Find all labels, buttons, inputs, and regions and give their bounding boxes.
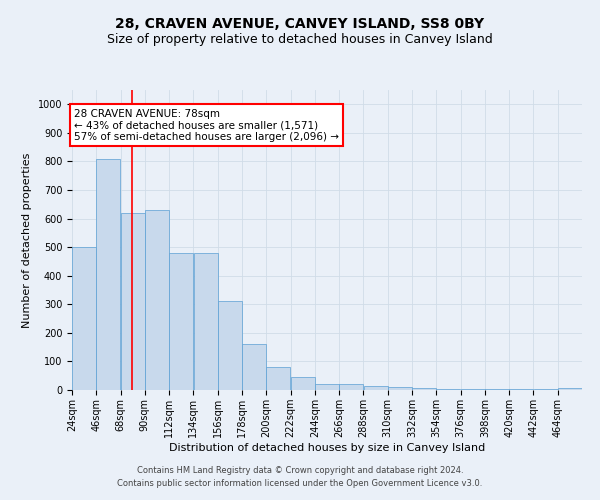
Bar [218,302,242,390]
Bar [412,388,436,390]
Bar [72,247,96,390]
Bar [533,388,557,390]
Text: 28, CRAVEN AVENUE, CANVEY ISLAND, SS8 0BY: 28, CRAVEN AVENUE, CANVEY ISLAND, SS8 0B… [115,18,485,32]
Bar [97,158,121,390]
Bar [388,387,412,390]
Text: Contains HM Land Registry data © Crown copyright and database right 2024.
Contai: Contains HM Land Registry data © Crown c… [118,466,482,487]
Bar [509,388,533,390]
Bar [315,384,339,390]
Bar [169,253,193,390]
Bar [339,384,364,390]
X-axis label: Distribution of detached houses by size in Canvey Island: Distribution of detached houses by size … [169,442,485,452]
Bar [485,388,509,390]
Bar [194,253,218,390]
Text: Size of property relative to detached houses in Canvey Island: Size of property relative to detached ho… [107,32,493,46]
Bar [242,344,266,390]
Bar [266,367,290,390]
Y-axis label: Number of detached properties: Number of detached properties [22,152,32,328]
Text: 28 CRAVEN AVENUE: 78sqm
← 43% of detached houses are smaller (1,571)
57% of semi: 28 CRAVEN AVENUE: 78sqm ← 43% of detache… [74,108,339,142]
Bar [121,213,145,390]
Bar [290,377,315,390]
Bar [145,210,169,390]
Bar [436,388,460,390]
Bar [461,388,485,390]
Bar [364,386,388,390]
Bar [558,388,582,390]
